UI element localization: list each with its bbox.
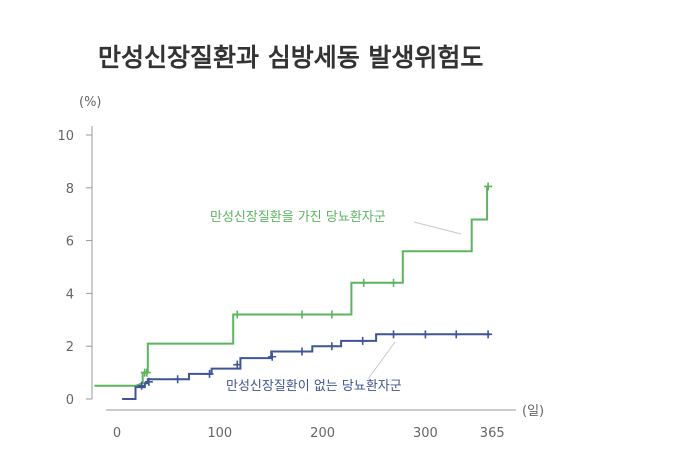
censor-mark: [358, 336, 367, 345]
series-label-without-ckd-leader: [367, 341, 396, 380]
censor-mark: [298, 347, 307, 356]
y-tick-label: 0: [66, 393, 74, 408]
series-1: [122, 330, 493, 400]
censor-mark: [484, 330, 493, 339]
series-label-with-ckd: 만성신장질환을 가진 당뇨환자군: [210, 210, 386, 225]
series-0: [94, 182, 493, 387]
censor-mark: [268, 352, 277, 361]
x-tick-label: 365: [480, 426, 505, 441]
censor-mark: [452, 330, 461, 339]
censor-mark: [142, 368, 151, 377]
series-label-without-ckd: 만성신장질환이 없는 당뇨환자군: [226, 379, 402, 394]
censor-mark: [359, 278, 368, 287]
y-tick-label: 10: [57, 129, 74, 144]
y-tick-label: 6: [66, 235, 74, 250]
censor-mark: [327, 342, 336, 351]
y-tick-label: 4: [66, 287, 74, 302]
x-axis-unit: (일): [522, 404, 544, 419]
censor-mark: [389, 330, 398, 339]
censor-mark: [205, 369, 214, 378]
series-layer: [94, 182, 493, 400]
censor-mark: [137, 381, 146, 390]
series-label-with-ckd-leader: [413, 221, 462, 235]
censor-mark: [298, 310, 307, 319]
x-tick-label: 0: [113, 426, 121, 441]
censor-mark: [144, 377, 153, 386]
series-line: [94, 186, 490, 387]
x-axis-ticks: 0 100 200 300 365: [113, 426, 505, 441]
x-tick-label: 100: [207, 426, 232, 441]
censor-mark: [484, 182, 493, 191]
x-tick-label: 300: [413, 426, 438, 441]
chart-title: 만성신장질환과 심방세동 발생위험도: [98, 43, 483, 72]
censor-mark: [173, 375, 182, 384]
y-axis-ticks: 0 2 4 6 8 10: [57, 129, 92, 408]
x-tick-label: 200: [310, 426, 335, 441]
censor-mark: [233, 310, 242, 319]
censor-mark: [389, 278, 398, 287]
y-tick-label: 8: [66, 182, 74, 197]
y-tick-label: 2: [66, 340, 74, 355]
y-axis-unit: (%): [79, 95, 102, 110]
censor-mark: [421, 330, 430, 339]
censor-mark: [233, 360, 242, 369]
censor-mark: [327, 310, 336, 319]
